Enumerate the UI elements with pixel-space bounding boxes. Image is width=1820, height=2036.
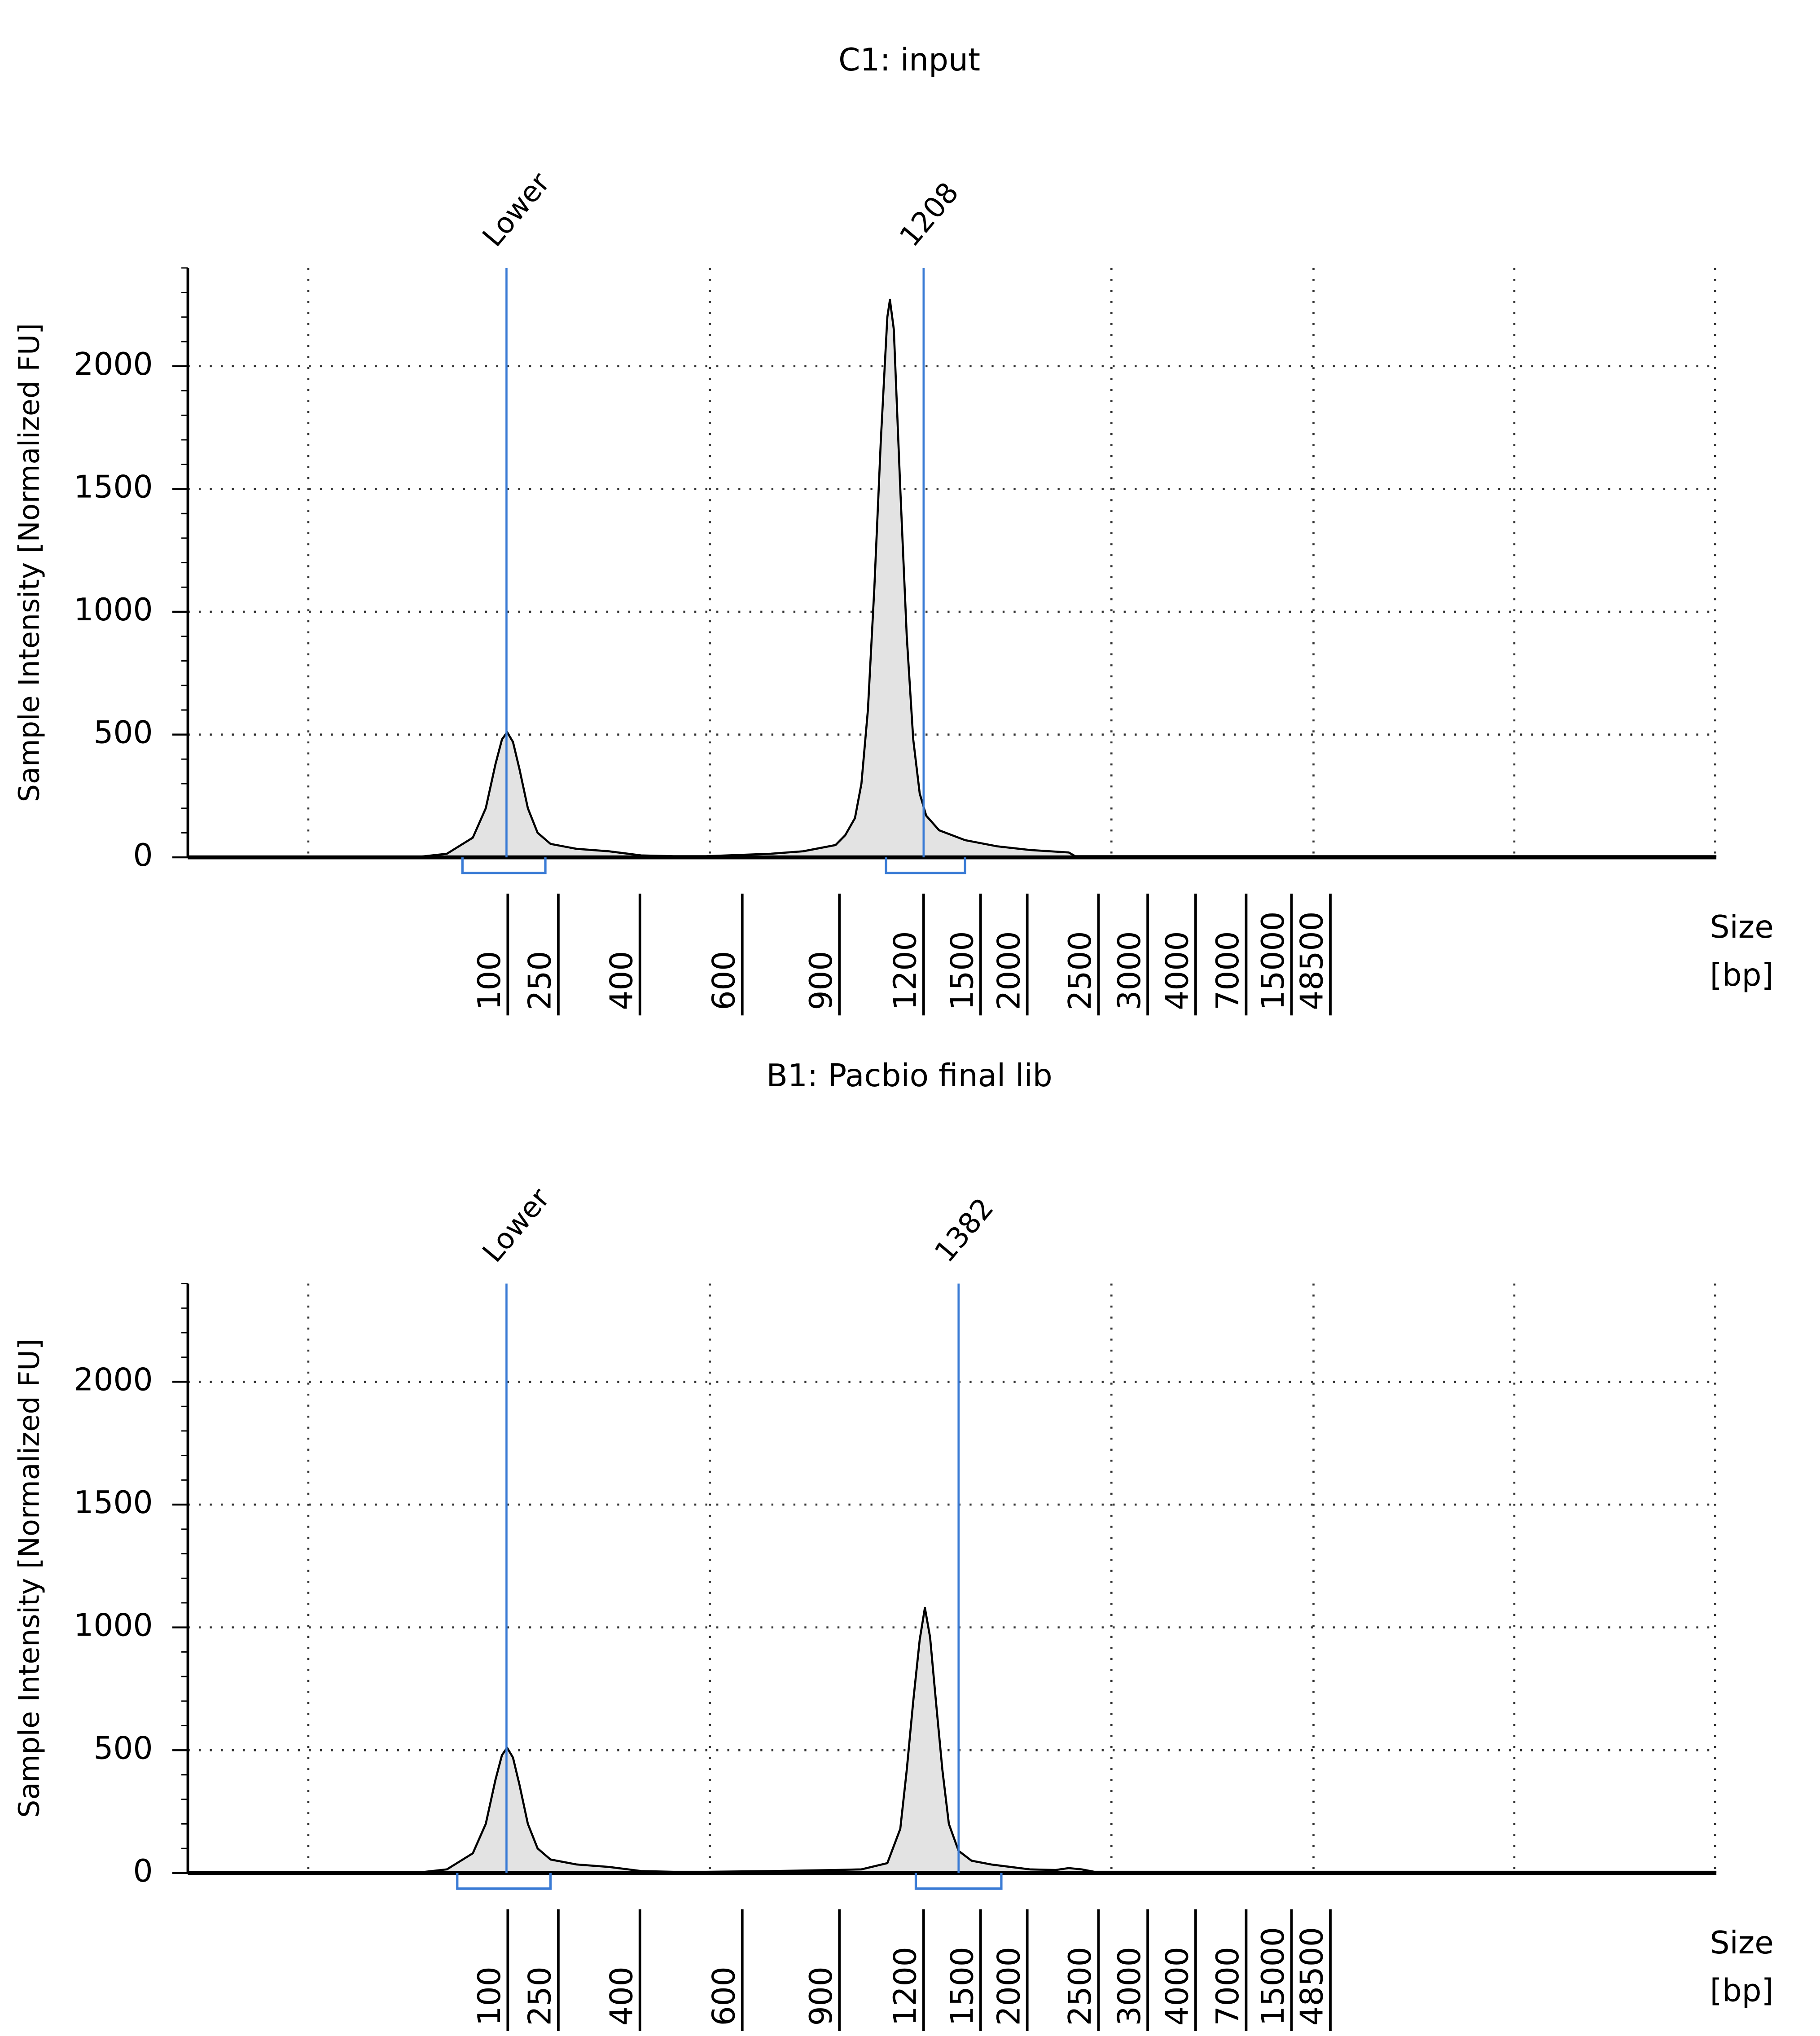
ladder-label: 2500 <box>1062 1947 1098 2026</box>
y-tick-label: 1000 <box>74 592 153 628</box>
ladder-label: 48500 <box>1294 1927 1330 2026</box>
ladder-label: 1200 <box>887 1947 923 2026</box>
y-tick-label: 1500 <box>74 469 153 505</box>
y-tick-label: 2000 <box>74 347 153 382</box>
ladder-label: 48500 <box>1294 911 1330 1010</box>
peak-integration-bracket <box>456 1873 552 1890</box>
ladder-label: 7000 <box>1210 931 1246 1010</box>
ladder-label: 250 <box>522 1966 558 2026</box>
chart-title: B1: Pacbio final lib <box>766 1058 1052 1094</box>
ladder-label: 900 <box>803 1966 839 2026</box>
ladder-label: 400 <box>604 1966 640 2026</box>
y-tick-label: 1000 <box>74 1608 153 1644</box>
ladder-label: 7000 <box>1210 1947 1246 2026</box>
ladder-label: 2000 <box>991 931 1027 1010</box>
ladder-label: 1500 <box>944 931 980 1010</box>
ladder-label: 1500 <box>944 1947 980 2026</box>
ladder-label: 3000 <box>1112 1947 1148 2026</box>
x-axis-label-unit: [bp] <box>1710 1973 1774 2009</box>
y-tick-label: 2000 <box>74 1362 153 1398</box>
peak-integration-bracket <box>461 857 547 874</box>
ladder-label: 100 <box>472 951 508 1010</box>
panel-1: C1: input Sample Intensity [Normalized FU… <box>13 42 1774 1016</box>
y-tick-label: 0 <box>133 1853 153 1889</box>
y-tick-label: 0 <box>133 838 153 873</box>
ladder-label: 900 <box>803 951 839 1010</box>
y-tick-label: 500 <box>93 715 153 751</box>
x-axis-label-size: Size <box>1710 1925 1774 1961</box>
ladder-label: 2500 <box>1062 931 1098 1010</box>
ladder-label: 600 <box>706 1966 742 2026</box>
y-axis-label: Sample Intensity [Normalized FU] <box>13 1339 46 1818</box>
ladder-label: 15000 <box>1255 1927 1291 2026</box>
ladder-label: 4000 <box>1160 1947 1196 2026</box>
ladder-label: 600 <box>706 951 742 1010</box>
ladder-label: 2000 <box>991 1947 1027 2026</box>
ladder-label: 3000 <box>1112 931 1148 1010</box>
ladder-label: 1200 <box>887 931 923 1010</box>
trace-line <box>188 298 1717 859</box>
trace-line <box>188 1606 1717 1874</box>
y-axis-label: Sample Intensity [Normalized FU] <box>13 323 46 802</box>
ladder-label: 400 <box>604 951 640 1010</box>
peak-integration-bracket <box>885 857 966 874</box>
x-axis-label-unit: [bp] <box>1710 957 1774 993</box>
y-tick-label: 1500 <box>74 1485 153 1521</box>
chart-title: C1: input <box>838 42 980 78</box>
x-axis-label-size: Size <box>1710 909 1774 945</box>
y-tick-label: 500 <box>93 1730 153 1766</box>
ladder-label: 4000 <box>1160 931 1196 1010</box>
ladder-label: 15000 <box>1255 911 1291 1010</box>
peak-integration-bracket <box>914 1873 1003 1890</box>
ladder-label: 100 <box>472 1966 508 2026</box>
ladder-label: 250 <box>522 951 558 1010</box>
